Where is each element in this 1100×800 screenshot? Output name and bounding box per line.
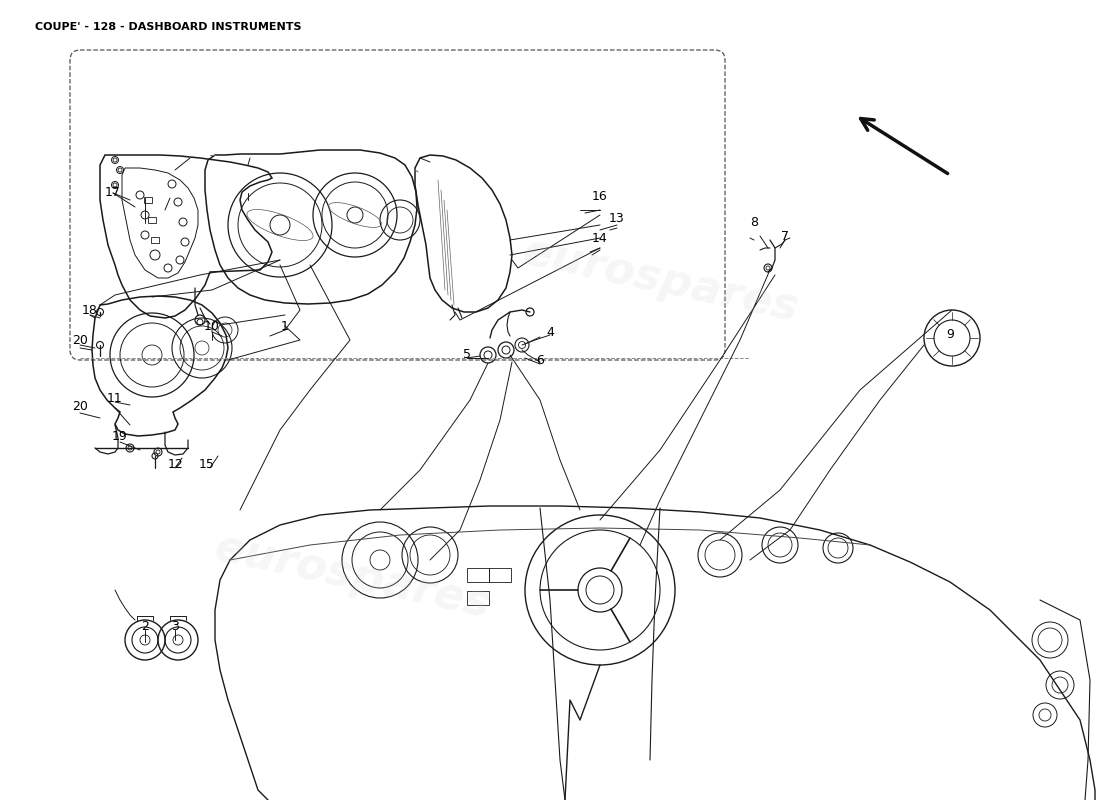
Text: 18: 18 <box>82 303 98 317</box>
Bar <box>468 568 490 582</box>
Text: 12: 12 <box>168 458 184 470</box>
Bar <box>468 591 490 605</box>
Text: 16: 16 <box>592 190 608 202</box>
Text: 1: 1 <box>282 319 289 333</box>
Text: 7: 7 <box>781 230 789 242</box>
Text: 2: 2 <box>141 619 149 633</box>
Bar <box>148 217 156 223</box>
Text: 10: 10 <box>205 321 220 334</box>
Bar <box>490 568 512 582</box>
Text: 15: 15 <box>199 458 214 470</box>
Text: eurospares: eurospares <box>210 526 494 626</box>
Text: 19: 19 <box>112 430 128 443</box>
Bar <box>144 197 152 203</box>
Text: 5: 5 <box>463 349 471 362</box>
Text: 20: 20 <box>73 334 88 346</box>
Text: 4: 4 <box>546 326 554 338</box>
Text: 17: 17 <box>106 186 121 199</box>
Text: 3: 3 <box>172 619 179 633</box>
Text: 6: 6 <box>536 354 543 366</box>
Text: COUPE' - 128 - DASHBOARD INSTRUMENTS: COUPE' - 128 - DASHBOARD INSTRUMENTS <box>35 22 301 32</box>
Bar <box>151 237 160 243</box>
Text: 9: 9 <box>946 327 954 341</box>
Text: eurospares: eurospares <box>518 230 802 330</box>
Text: 8: 8 <box>750 215 758 229</box>
Text: 13: 13 <box>609 211 625 225</box>
Text: 14: 14 <box>592 231 608 245</box>
Text: 20: 20 <box>73 401 88 414</box>
Text: 11: 11 <box>107 391 123 405</box>
